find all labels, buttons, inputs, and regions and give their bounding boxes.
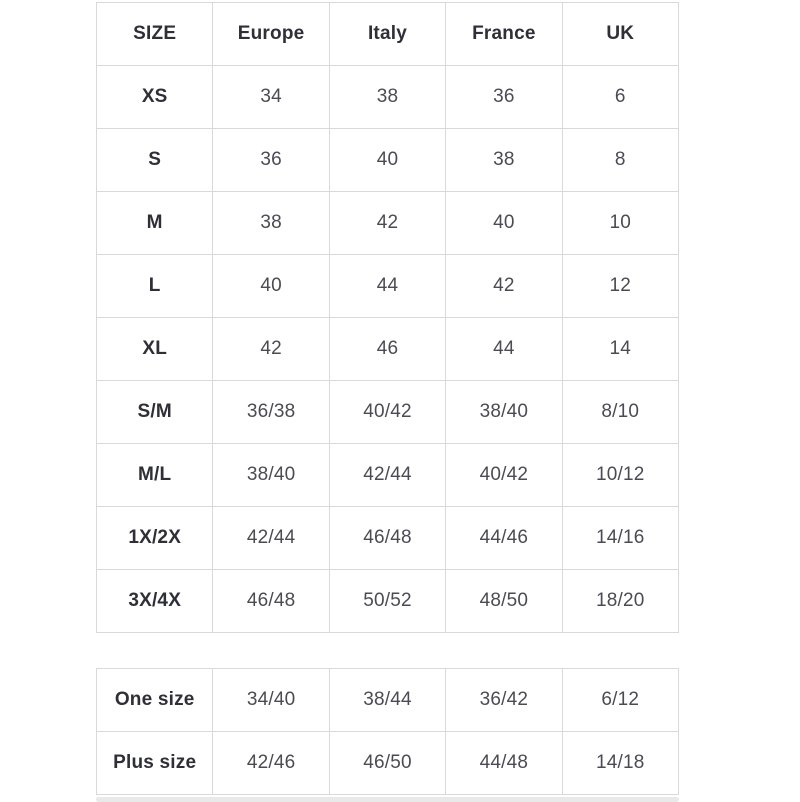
value-cell: 8 bbox=[561, 128, 680, 192]
value-cell: 42/44 bbox=[328, 443, 447, 507]
value-cell: 34/40 bbox=[212, 668, 330, 732]
column-header: France bbox=[445, 2, 563, 66]
value-cell: 10/12 bbox=[561, 443, 680, 507]
value-cell: 6 bbox=[561, 65, 680, 129]
table-row: 3X/4X 46/48 50/52 48/50 18/20 bbox=[95, 569, 680, 633]
row-label-cell: XS bbox=[95, 65, 214, 129]
value-cell: 42 bbox=[212, 317, 330, 381]
row-label-cell: S bbox=[95, 128, 214, 192]
value-cell: 46 bbox=[328, 317, 447, 381]
value-cell: 36/42 bbox=[445, 668, 563, 732]
value-cell: 44/48 bbox=[445, 731, 563, 795]
value-cell: 42 bbox=[445, 254, 563, 318]
value-cell: 38/40 bbox=[212, 443, 330, 507]
row-label-cell: S/M bbox=[95, 380, 214, 444]
value-cell: 6/12 bbox=[561, 668, 680, 732]
table-row: XS 34 38 36 6 bbox=[95, 65, 680, 129]
value-cell: 42/44 bbox=[212, 506, 330, 570]
value-cell: 48/50 bbox=[445, 569, 563, 633]
value-cell: 38 bbox=[445, 128, 563, 192]
value-cell: 38/44 bbox=[328, 668, 447, 732]
value-cell: 14/16 bbox=[561, 506, 680, 570]
value-cell: 42/46 bbox=[212, 731, 330, 795]
row-label-cell: L bbox=[95, 254, 214, 318]
value-cell: 38/40 bbox=[445, 380, 563, 444]
value-cell: 46/48 bbox=[328, 506, 447, 570]
size-table-body: XS 34 38 36 6 S 36 40 38 8 M 38 42 40 10 L 40 44 42 12 XL 42 4… bbox=[95, 65, 680, 633]
value-cell: 40 bbox=[212, 254, 330, 318]
table-row: S 36 40 38 8 bbox=[95, 128, 680, 192]
table-row: S/M 36/38 40/42 38/40 8/10 bbox=[95, 380, 680, 444]
row-label-cell: M bbox=[95, 191, 214, 255]
value-cell: 36 bbox=[445, 65, 563, 129]
value-cell: 44 bbox=[445, 317, 563, 381]
value-cell: 36/38 bbox=[212, 380, 330, 444]
value-cell: 40 bbox=[328, 128, 447, 192]
row-label-cell: Plus size bbox=[95, 731, 214, 795]
header-row: SIZE Europe Italy France UK bbox=[95, 2, 680, 66]
table-row: M 38 42 40 10 bbox=[95, 191, 680, 255]
size-conversion-table: SIZE Europe Italy France UK XS 34 38 36 6 S 36 40 38… bbox=[95, 2, 680, 633]
value-cell: 46/48 bbox=[212, 569, 330, 633]
size-chart-page: SIZE Europe Italy France UK XS 34 38 36 6 S 36 40 38… bbox=[95, 2, 680, 802]
row-label-cell: M/L bbox=[95, 443, 214, 507]
value-cell: 46/50 bbox=[328, 731, 447, 795]
table-row: 1X/2X 42/44 46/48 44/46 14/16 bbox=[95, 506, 680, 570]
column-header: SIZE bbox=[95, 2, 214, 66]
value-cell: 38 bbox=[328, 65, 447, 129]
column-header: Italy bbox=[328, 2, 447, 66]
table-row: L 40 44 42 12 bbox=[95, 254, 680, 318]
value-cell: 8/10 bbox=[561, 380, 680, 444]
column-header: UK bbox=[561, 2, 680, 66]
value-cell: 42 bbox=[328, 191, 447, 255]
row-label-cell: XL bbox=[95, 317, 214, 381]
value-cell: 44 bbox=[328, 254, 447, 318]
column-header: Europe bbox=[212, 2, 330, 66]
value-cell: 40/42 bbox=[328, 380, 447, 444]
value-cell: 40 bbox=[445, 191, 563, 255]
table-row: M/L 38/40 42/44 40/42 10/12 bbox=[95, 443, 680, 507]
value-cell: 50/52 bbox=[328, 569, 447, 633]
table-row: One size 34/40 38/44 36/42 6/12 bbox=[95, 668, 680, 732]
value-cell: 14 bbox=[561, 317, 680, 381]
value-cell: 40/42 bbox=[445, 443, 563, 507]
value-cell: 36 bbox=[212, 128, 330, 192]
value-cell: 10 bbox=[561, 191, 680, 255]
value-cell: 14/18 bbox=[561, 731, 680, 795]
row-label-cell: One size bbox=[95, 668, 214, 732]
value-cell: 38 bbox=[212, 191, 330, 255]
special-sizes-body: One size 34/40 38/44 36/42 6/12 Plus size 42/4… bbox=[95, 668, 680, 795]
special-sizes-table: One size 34/40 38/44 36/42 6/12 Plus size 42/4… bbox=[95, 668, 680, 795]
value-cell: 44/46 bbox=[445, 506, 563, 570]
value-cell: 12 bbox=[561, 254, 680, 318]
table-row: Plus size 42/46 46/50 44/48 14/18 bbox=[95, 731, 680, 795]
row-label-cell: 3X/4X bbox=[95, 569, 214, 633]
size-table-header: SIZE Europe Italy France UK bbox=[95, 2, 680, 66]
table-row: XL 42 46 44 14 bbox=[95, 317, 680, 381]
value-cell: 18/20 bbox=[561, 569, 680, 633]
value-cell: 34 bbox=[212, 65, 330, 129]
row-label-cell: 1X/2X bbox=[95, 506, 214, 570]
